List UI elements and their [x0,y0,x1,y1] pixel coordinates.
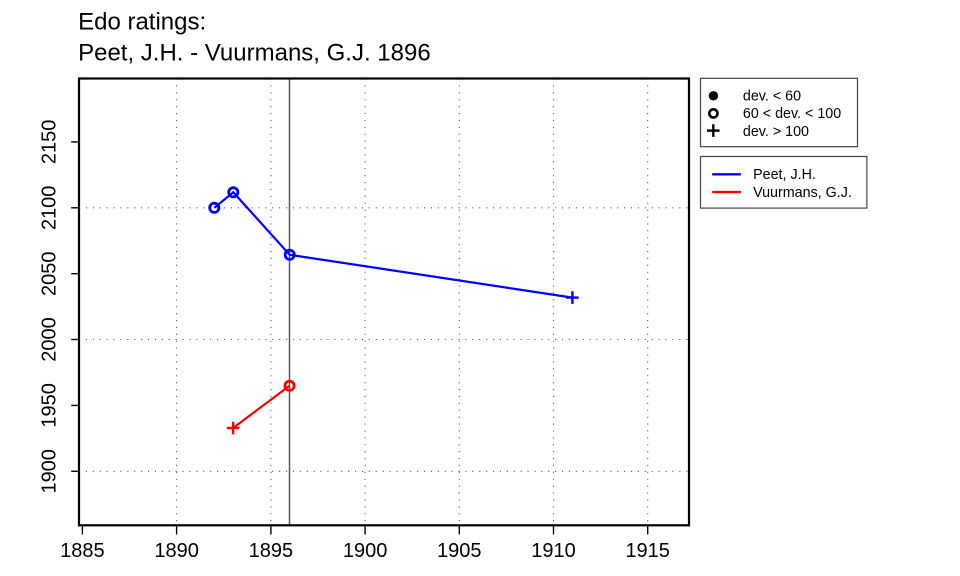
svg-text:2050: 2050 [38,251,60,296]
svg-text:1905: 1905 [437,540,482,562]
svg-text:60 < dev. < 100: 60 < dev. < 100 [743,106,841,122]
svg-text:Peet, J.H. - Vuurmans, G.J. 18: Peet, J.H. - Vuurmans, G.J. 1896 [78,39,431,66]
svg-text:1885: 1885 [60,540,105,562]
svg-text:1910: 1910 [531,540,576,562]
svg-text:2100: 2100 [38,186,60,231]
svg-text:2000: 2000 [38,317,60,362]
svg-text:1950: 1950 [38,383,60,428]
svg-text:dev. < 60: dev. < 60 [743,89,801,105]
svg-text:Edo ratings:: Edo ratings: [78,8,206,35]
svg-text:Vuurmans, G.J.: Vuurmans, G.J. [753,185,852,201]
svg-text:Peet, J.H.: Peet, J.H. [753,167,816,183]
svg-text:2150: 2150 [38,120,60,165]
svg-text:1890: 1890 [154,540,199,562]
svg-text:1900: 1900 [38,449,60,494]
svg-text:1895: 1895 [249,540,294,562]
svg-text:1900: 1900 [343,540,388,562]
svg-text:1915: 1915 [625,540,670,562]
svg-text:dev. > 100: dev. > 100 [743,124,809,140]
